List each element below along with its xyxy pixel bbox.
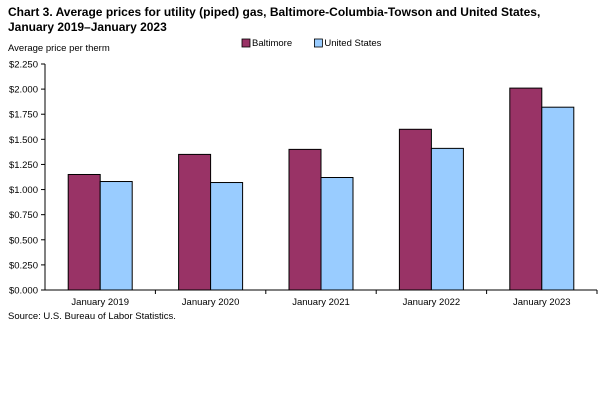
- legend-label: Baltimore: [252, 38, 292, 49]
- bar-united-states: [99, 181, 133, 291]
- y-tick-label: $0.500: [9, 235, 38, 246]
- chart-title: Chart 3. Average prices for utility (pip…: [8, 5, 541, 34]
- bar-united-states: [541, 106, 575, 291]
- bar-baltimore: [288, 148, 322, 291]
- x-tick-label: January 2023: [513, 297, 571, 308]
- bar-baltimore: [398, 128, 432, 291]
- legend-swatch: [241, 38, 251, 48]
- y-tick-label: $0.750: [9, 210, 38, 221]
- source-note: Source: U.S. Bureau of Labor Statistics.: [8, 311, 176, 322]
- bar-baltimore: [178, 153, 212, 291]
- y-tick-label: $1.250: [9, 160, 38, 171]
- y-tick-label: $2.250: [9, 60, 38, 71]
- y-tick-label: $1.000: [9, 185, 38, 196]
- legend: Baltimore United States: [241, 38, 382, 49]
- bar-baltimore: [67, 173, 101, 291]
- bar-baltimore: [509, 87, 543, 291]
- y-tick-label: $1.750: [9, 110, 38, 121]
- bars: [67, 87, 575, 291]
- bar-united-states: [210, 182, 244, 291]
- y-axis-label: Average price per therm: [8, 43, 110, 54]
- bar-united-states: [430, 147, 464, 291]
- y-tick-label: $2.000: [9, 85, 38, 96]
- y-tick-label: $0.000: [9, 286, 38, 297]
- x-tick-label: January 2019: [71, 297, 129, 308]
- x-tick-label: January 2020: [182, 297, 240, 308]
- y-tick-label: $1.500: [9, 135, 38, 146]
- legend-label: United States: [324, 38, 381, 49]
- legend-swatch: [313, 38, 323, 48]
- y-tick-label: $0.250: [9, 260, 38, 271]
- x-tick-label: January 2022: [403, 297, 461, 308]
- bar-united-states: [320, 177, 354, 291]
- x-tick-label: January 2021: [292, 297, 350, 308]
